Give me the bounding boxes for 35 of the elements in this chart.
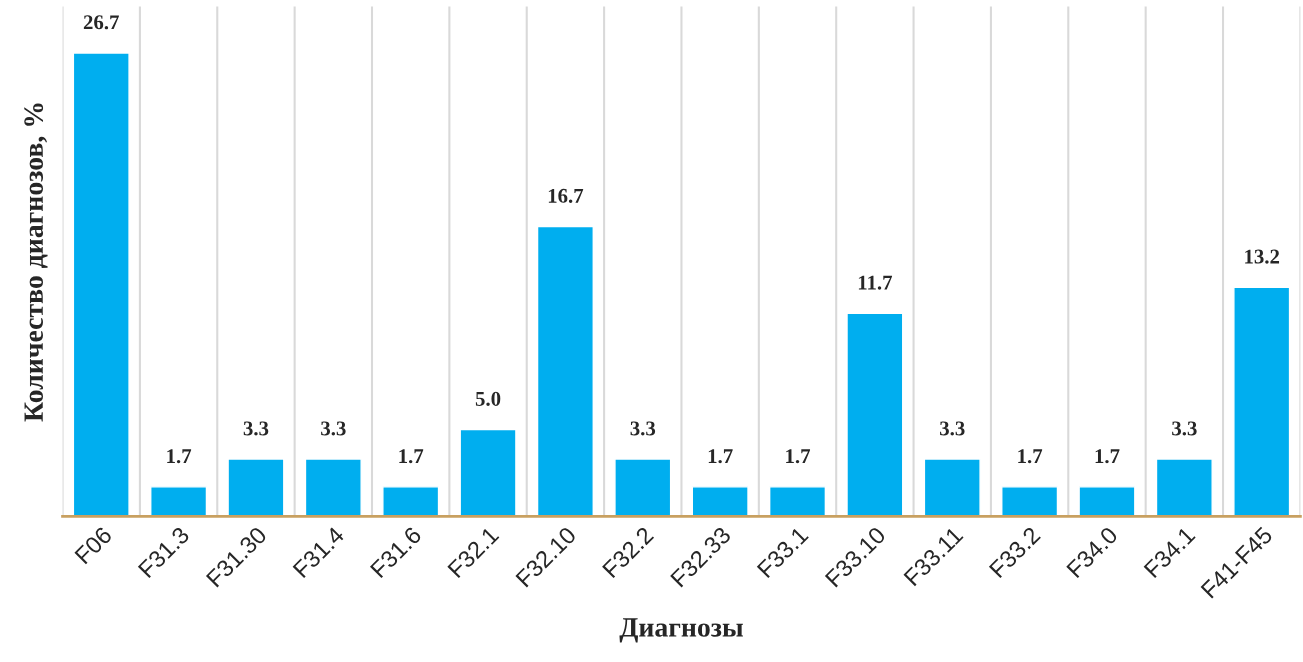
data-label: 1.7 <box>708 449 733 464</box>
data-label: 3.3 <box>1172 421 1197 436</box>
bar <box>1155 458 1213 517</box>
bar <box>768 486 827 517</box>
bar <box>150 486 208 517</box>
bar <box>459 428 517 517</box>
y-axis-title: Количество диагнозов, % <box>24 103 48 422</box>
data-label: 16.7 <box>548 188 584 203</box>
data-label: 1.7 <box>399 449 424 464</box>
bar <box>536 225 594 517</box>
data-label: 5.0 <box>475 391 501 406</box>
data-label: 3.3 <box>243 421 269 436</box>
bar <box>1001 486 1059 517</box>
bar <box>846 312 904 517</box>
data-label: 3.3 <box>940 421 965 436</box>
bar <box>691 486 749 517</box>
bar <box>227 458 285 517</box>
data-label: 3.3 <box>321 421 346 436</box>
data-label: 26.7 <box>83 15 119 30</box>
bar <box>1233 286 1291 517</box>
data-label: 1.7 <box>1018 449 1043 464</box>
bar <box>1078 486 1136 517</box>
data-label: 3.3 <box>630 421 656 436</box>
data-label: 1.7 <box>167 449 192 464</box>
bar <box>304 458 362 517</box>
bar <box>72 52 130 517</box>
x-tick-label: F06 <box>74 525 113 565</box>
data-label: 1.7 <box>786 449 811 464</box>
bar <box>923 458 981 517</box>
x-axis-title: Диагнозы <box>619 618 743 643</box>
data-label: 1.7 <box>1095 449 1120 464</box>
bar <box>382 486 440 517</box>
data-label: 11.7 <box>858 275 893 290</box>
data-label: 13.2 <box>1245 249 1280 264</box>
bar <box>614 458 672 517</box>
